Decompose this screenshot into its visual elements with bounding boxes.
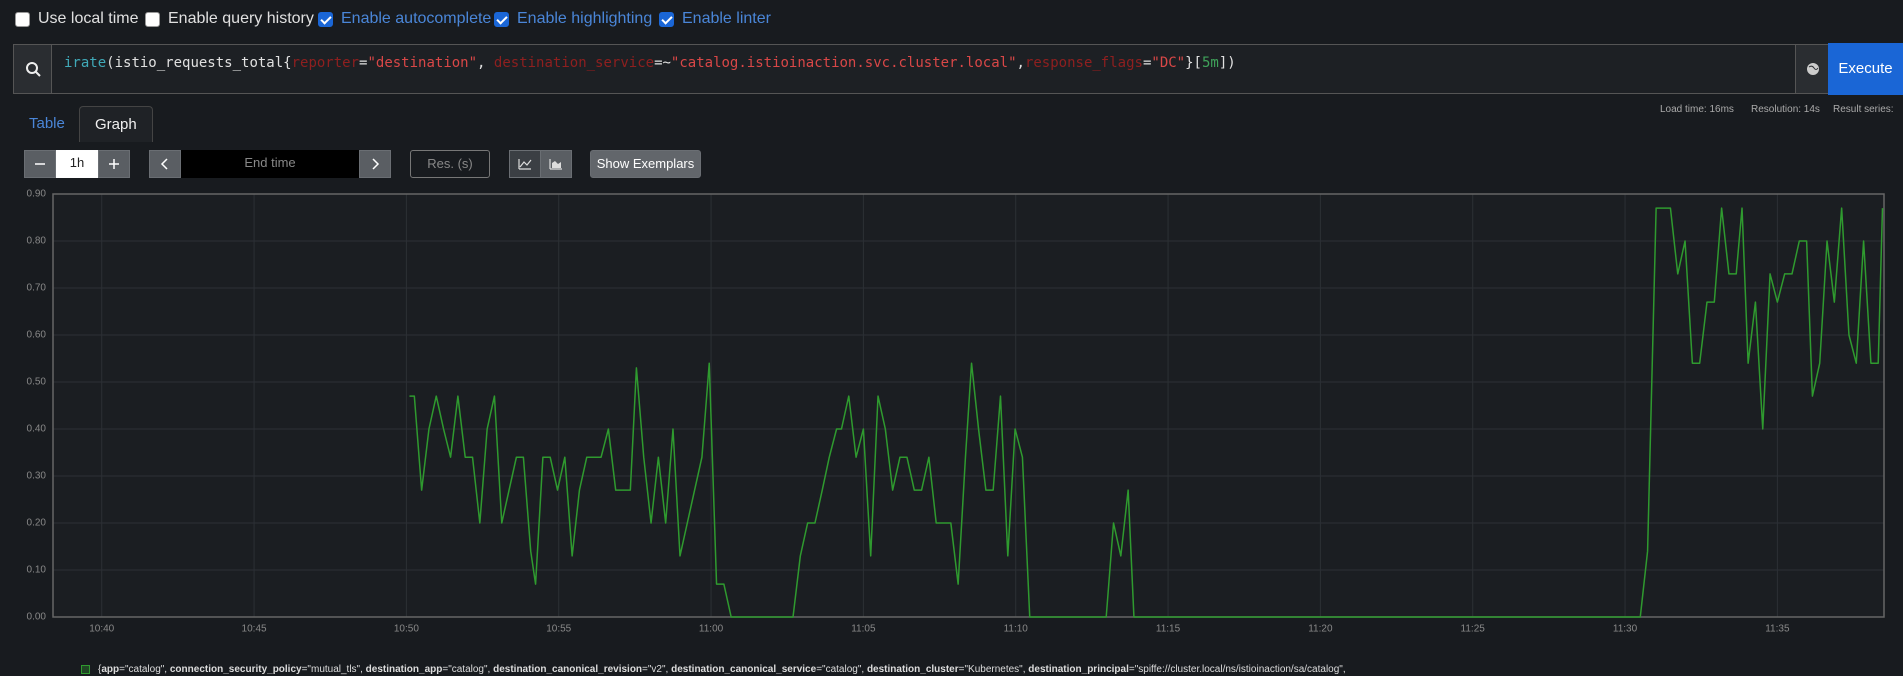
legend-text: destination_principal [1028,663,1129,675]
setting-label: Enable query history [168,10,314,27]
search-icon [26,62,41,77]
y-tick-label: 0.50 [27,377,47,388]
stat: Resolution: 14s [1751,104,1820,115]
setting-label: Enable autocomplete [341,10,492,27]
query-token: = [359,55,368,71]
query-token: ]) [1218,55,1236,71]
setting-toggle[interactable]: Enable linter [659,8,771,30]
query-token: 5m [1201,55,1219,71]
x-tick-label: 11:25 [1461,624,1486,635]
stacked-button[interactable] [540,150,572,178]
x-tick-label: 11:20 [1308,624,1333,635]
chart: 0.00 0.10 0.20 0.30 0.40 0.50 0.60 0.70 0.80 0.90… [27,189,1885,635]
legend-text: connection_security_policy [169,663,302,675]
legend-text: ="catalog", [816,663,867,675]
x-tick-label: 11:10 [1004,624,1029,635]
x-tick-label: 11:35 [1765,624,1790,635]
globe-icon [1807,63,1819,75]
search-icon-box [14,45,52,93]
y-tick-label: 0.70 [27,283,47,294]
tab[interactable]: Table [29,115,65,132]
query-token: "catalog.istioinaction.svc.cluster.local… [670,55,1017,71]
legend-text: ="spiffe://cluster.local/ns/istioinactio… [1128,663,1346,675]
query-token: destination_service [493,55,655,71]
plot-frame [52,193,1885,618]
query-token: , [1016,55,1025,71]
legend-text: ="Kubernetes", [958,663,1029,675]
x-tick-label: 10:40 [89,624,114,635]
query-text[interactable]: irate(istio_requests_total{reporter="des… [64,45,1236,93]
y-tick-label: 0.20 [27,518,47,529]
range-decrease[interactable] [24,150,56,178]
query-token: response_flags [1024,55,1143,71]
checkbox[interactable] [318,11,333,27]
stat: Load time: 16ms [1660,104,1734,115]
checkbox[interactable] [15,11,30,27]
legend-text: ="v2", [642,663,672,675]
query-token: "destination" [367,55,478,71]
setting-label: Enable linter [682,10,771,27]
legend-text: destination_canonical_service [671,663,817,675]
query-token: reporter [291,55,360,71]
x-tick-label: 11:15 [1156,624,1181,635]
query-token: (istio_requests_total{ [106,55,292,71]
legend-text: ="catalog", [442,663,494,675]
y-tick-label: 0.90 [27,189,47,200]
x-tick-label: 10:55 [546,624,571,635]
x-tick-label: 11:05 [851,624,876,635]
checkbox[interactable] [494,11,509,27]
x-tick-label: 10:50 [394,624,419,635]
legend: {app ="catalog", connection_security_poli… [81,662,1891,676]
stat: Result series: [1833,104,1894,115]
range-input[interactable]: 1h [56,150,98,178]
show-exemplars-button[interactable]: Show Exemplars [590,150,701,178]
legend-text: destination_canonical_revision [493,663,643,675]
y-tick-label: 0.60 [27,330,47,341]
setting-toggle[interactable]: Enable query history [145,8,314,30]
setting-toggle[interactable]: Enable autocomplete [318,8,491,30]
setting-label: Use local time [38,10,139,27]
setting-toggle[interactable]: Use local time [15,8,138,30]
y-tick-label: 0.10 [27,565,47,576]
range-increase[interactable] [98,150,130,178]
resolution-input[interactable]: Res. (s) [410,150,490,178]
x-tick-label: 11:30 [1613,624,1638,635]
query-token: }[ [1185,55,1202,71]
query-token: "DC" [1151,55,1186,71]
query-box[interactable]: irate(istio_requests_total{reporter="des… [13,44,1903,94]
y-tick-label: 0.80 [27,236,47,247]
query-token: , [477,55,494,71]
query-token: = [1142,55,1152,71]
x-tick-label: 10:45 [242,624,267,635]
metrics-explorer-button[interactable] [1795,45,1829,93]
end-time-input[interactable]: End time [181,150,359,178]
query-token: irate [64,55,107,71]
y-tick-label: 0.30 [27,471,47,482]
setting-label: Enable highlighting [517,10,653,27]
legend-swatch[interactable] [81,664,90,674]
checkbox[interactable] [659,11,674,27]
end-time-back[interactable] [149,150,181,178]
end-time-forward[interactable] [359,150,391,178]
series-line [409,207,1884,618]
legend-text: ="mutual_tls", [301,663,366,675]
legend-text: destination_app [365,663,443,675]
y-tick-label: 0.40 [27,424,47,435]
y-tick-label: 0.00 [27,612,47,623]
legend-text: { [98,663,102,675]
legend-text: ="catalog", [119,663,170,675]
checkbox[interactable] [145,11,160,27]
execute-button[interactable]: Execute [1828,43,1903,95]
x-tick-label: 11:00 [699,624,724,635]
legend-text: app [101,663,120,675]
setting-toggle[interactable]: Enable highlighting [494,8,652,30]
tab[interactable]: Graph [79,106,153,142]
legend-text: destination_cluster [866,663,959,675]
query-token: =~ [654,55,671,71]
